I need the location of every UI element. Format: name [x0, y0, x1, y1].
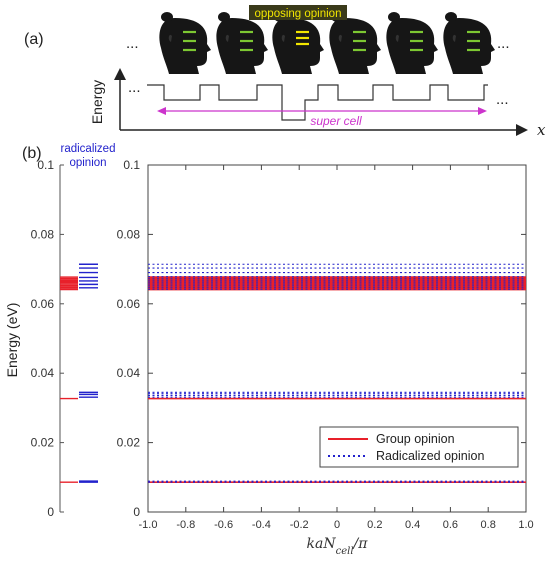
y-tick-label: 0.06	[117, 297, 141, 311]
opposing-opinion-head	[272, 12, 324, 74]
legend-group-label: Group opinion	[376, 432, 455, 446]
hair-bun	[388, 12, 400, 22]
head-silhouette	[386, 18, 438, 74]
head-silhouette	[159, 18, 211, 74]
group-opinion-head	[216, 12, 268, 74]
ear-shape	[168, 34, 172, 42]
left-y-tick-label: 0.06	[31, 297, 55, 311]
hair-bun	[445, 12, 457, 22]
left-y-tick-label: 0.02	[31, 436, 55, 450]
supercell-arrow-left-head	[157, 107, 166, 115]
band-plot: 0 0.02 0.04 0.06 0.08 0.1 -1.0 -0.8 -0.6 -0.4 -0.2…	[117, 158, 534, 557]
x-tick-label: 0.4	[405, 519, 420, 531]
ear-shape	[395, 34, 399, 42]
y-tick-label: 0	[133, 505, 140, 519]
x-tick-label: 0.2	[367, 519, 382, 531]
ear-shape	[338, 34, 342, 42]
ear-shape	[225, 34, 229, 42]
opposing-opinion-label: opposing opinion	[255, 8, 342, 20]
left-y-tick-label: 0	[47, 505, 54, 519]
panel-b-label: (b)	[22, 145, 42, 162]
ellipsis-right-potential: ...	[496, 91, 509, 108]
panel-a-x-axis-label: x	[537, 121, 546, 139]
panel-a-y-axis-label: Energy	[89, 80, 105, 124]
y-tick-label: 0.1	[123, 158, 140, 172]
legend-radicalized-label: Radicalized opinion	[376, 449, 484, 463]
potential-profile	[147, 84, 488, 121]
head-silhouette	[216, 18, 268, 74]
x-tick-label: 0	[334, 519, 340, 531]
panel-a-y-arrow	[114, 68, 126, 80]
radicalized-opinion-title-line1: radicalized	[61, 143, 116, 155]
radicalized-opinion-title-line2: opinion	[69, 157, 106, 169]
energy-axis-label: Energy (eV)	[4, 303, 20, 378]
ear-shape	[452, 34, 456, 42]
legend-box	[319, 426, 519, 468]
x-tick-label: 0.8	[481, 519, 496, 531]
head-silhouette	[329, 18, 381, 74]
group-opinion-head	[329, 12, 381, 74]
opinion-heads-row	[159, 12, 495, 74]
x-tick-label: -0.8	[176, 519, 195, 531]
ellipsis-right-top: ...	[497, 35, 510, 52]
left-y-tick-label: 0.04	[31, 366, 55, 380]
x-axis-label: kaNcell/π	[307, 536, 369, 557]
x-tick-label: -0.4	[252, 519, 271, 531]
x-tick-label: -0.2	[290, 519, 309, 531]
left-level-diagram: 0 0.02 0.04 0.06 0.08 0.1	[31, 158, 98, 519]
group-opinion-head	[443, 12, 495, 74]
left-y-tick-label: 0.08	[31, 227, 55, 241]
head-silhouette	[443, 18, 495, 74]
supercell-arrow-right-head	[478, 107, 487, 115]
x-tick-label: -1.0	[139, 519, 158, 531]
ear-shape	[281, 34, 285, 42]
group-opinion-head	[159, 12, 211, 74]
x-tick-label: -0.6	[214, 519, 233, 531]
y-tick-label: 0.08	[117, 227, 141, 241]
left-y-tick-label: 0.1	[37, 158, 54, 172]
group-opinion-head	[386, 12, 438, 74]
panel-a-label: (a)	[24, 31, 44, 48]
opposing-opinion-highlight	[249, 5, 347, 20]
y-tick-label: 0.02	[117, 436, 141, 450]
hair-bun	[218, 12, 230, 22]
head-silhouette	[272, 18, 324, 74]
ellipsis-left-potential: ...	[128, 79, 141, 96]
x-tick-label: 0.6	[443, 519, 458, 531]
panel-a-x-arrow	[516, 124, 528, 136]
ellipsis-left-top: ...	[126, 35, 139, 52]
x-tick-label: 1.0	[518, 519, 533, 531]
hair-bun	[161, 12, 173, 22]
y-tick-label: 0.04	[117, 366, 141, 380]
supercell-label: super cell	[310, 114, 362, 128]
